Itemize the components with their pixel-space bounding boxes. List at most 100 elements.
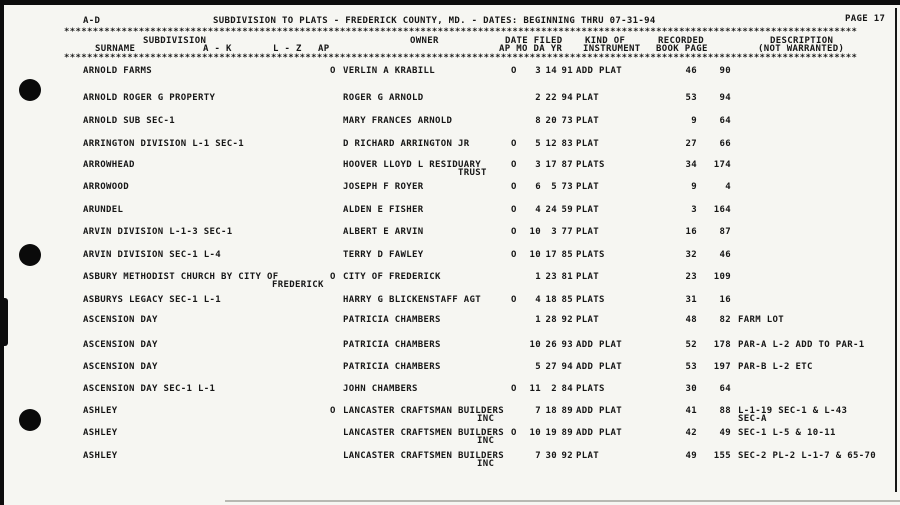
book-cell: 16 — [685, 227, 697, 237]
owner-cell: ALBERT E ARVIN — [343, 227, 424, 237]
instrument-cell: PLAT — [576, 182, 599, 192]
page-cell: 197 — [713, 362, 731, 372]
book-cell: 32 — [685, 250, 697, 260]
day-cell: 3 — [551, 227, 557, 237]
owner-cell: HOOVER LLOYD L RESIDUARY — [343, 160, 481, 170]
table-row: ARROWOOD JOSEPH F ROYER O 6 5 73 PLAT 9 4 — [0, 183, 900, 201]
subdivision-name-cell: ASHLEY — [83, 451, 118, 461]
month-cell: 3 — [535, 66, 541, 76]
subdivision-name-cell: ASHLEY — [83, 406, 118, 416]
day-cell: 14 — [545, 66, 557, 76]
day-cell: 20 — [545, 116, 557, 126]
year-cell: 73 — [561, 182, 573, 192]
instrument-cell: PLATS — [576, 160, 605, 170]
subdivision-name-cell: ARUNDEL — [83, 205, 124, 215]
instrument-cell: ADD PLAT — [576, 340, 622, 350]
table-row: ARNOLD FARMS O VERLIN A KRABILL O 3 14 91 ADD P… — [0, 67, 900, 85]
col-header-subdivision: SUBDIVISION — [143, 36, 207, 46]
col-header-recorded: RECORDED — [658, 36, 704, 46]
book-cell: 49 — [685, 451, 697, 461]
page-cell: 90 — [719, 66, 731, 76]
book-cell: 52 — [685, 340, 697, 350]
page-cell: 4 — [725, 182, 731, 192]
ap-flag-cell: O — [511, 384, 517, 394]
book-cell: 3 — [691, 205, 697, 215]
owner-cell: PATRICIA CHAMBERS — [343, 362, 441, 372]
owner-cell: D RICHARD ARRINGTON JR — [343, 139, 470, 149]
book-cell: 34 — [685, 160, 697, 170]
year-cell: 84 — [561, 384, 573, 394]
year-cell: 92 — [561, 451, 573, 461]
day-cell: 27 — [545, 362, 557, 372]
year-cell: 93 — [561, 340, 573, 350]
instrument-cell: ADD PLAT — [576, 362, 622, 372]
month-cell: 10 — [529, 250, 541, 260]
page-cell: 164 — [713, 205, 731, 215]
book-cell: 31 — [685, 295, 697, 305]
month-cell: 11 — [529, 384, 541, 394]
subdivision-name-cell: ASHLEY — [83, 428, 118, 438]
ap-flag-cell: O — [511, 250, 517, 260]
page-cell: 155 — [713, 451, 731, 461]
owner-cell: VERLIN A KRABILL — [343, 66, 435, 76]
year-cell: 92 — [561, 315, 573, 325]
owner-cell: MARY FRANCES ARNOLD — [343, 116, 453, 126]
description-cell: SEC-2 PL-2 L-1-7 & 65-70 — [738, 451, 876, 461]
owner-cell: PATRICIA CHAMBERS — [343, 315, 441, 325]
instrument-cell: PLATS — [576, 384, 605, 394]
instrument-cell: PLAT — [576, 227, 599, 237]
subdivision-name-cell: ARNOLD FARMS — [83, 66, 152, 76]
separator-line: ****************************************… — [64, 27, 858, 37]
year-cell: 83 — [561, 139, 573, 149]
col-header-a-k: A - K — [203, 44, 232, 54]
owner-cell: ALDEN E FISHER — [343, 205, 424, 215]
subdivision-name-cell: ASCENSION DAY — [83, 315, 158, 325]
day-cell: 17 — [545, 160, 557, 170]
page-cell: 178 — [713, 340, 731, 350]
col-header-l-z: L - Z — [273, 44, 302, 54]
month-cell: 10 — [529, 227, 541, 237]
owner-continuation: INC — [477, 459, 495, 469]
day-cell: 28 — [545, 315, 557, 325]
day-cell: 5 — [551, 182, 557, 192]
section-range-label: A-D — [83, 16, 101, 26]
instrument-cell: PLAT — [576, 205, 599, 215]
subdivision-name-cell: ASBURYS LEGACY SEC-1 L-1 — [83, 295, 221, 305]
instrument-cell: ADD PLAT — [576, 428, 622, 438]
col-header-ap: AP — [318, 44, 330, 54]
page-cell: 66 — [719, 139, 731, 149]
day-cell: 19 — [545, 428, 557, 438]
subdivision-name-cell: ARROWHEAD — [83, 160, 135, 170]
book-cell: 53 — [685, 362, 697, 372]
ap-flag-cell: O — [511, 160, 517, 170]
owner-cell: ROGER G ARNOLD — [343, 93, 424, 103]
owner-cell: TERRY D FAWLEY — [343, 250, 424, 260]
year-cell: 85 — [561, 250, 573, 260]
subdivision-name-cell: ASCENSION DAY — [83, 362, 158, 372]
instrument-cell: PLAT — [576, 93, 599, 103]
month-cell: 5 — [535, 139, 541, 149]
owner-continuation: TRUST — [458, 168, 487, 178]
description-cell: PAR-A L-2 ADD TO PAR-1 — [738, 340, 865, 350]
day-cell: 18 — [545, 406, 557, 416]
page-title: SUBDIVISION TO PLATS - FREDERICK COUNTY,… — [213, 16, 656, 26]
ap-flag-cell: O — [511, 182, 517, 192]
instrument-cell: PLAT — [576, 116, 599, 126]
year-cell: 73 — [561, 116, 573, 126]
subdivision-name-cell: ARRINGTON DIVISION L-1 SEC-1 — [83, 139, 244, 149]
scan-bottom-line — [225, 500, 900, 502]
book-cell: 27 — [685, 139, 697, 149]
instrument-cell: PLATS — [576, 295, 605, 305]
table-row: ASCENSION DAY PATRICIA CHAMBERS 5 27 94 ADD P… — [0, 363, 900, 381]
table-row: ASCENSION DAY SEC-1 L-1 JOHN CHAMBERS O 11 2… — [0, 385, 900, 403]
page-cell: 49 — [719, 428, 731, 438]
table-row: ARUNDEL ALDEN E FISHER O 4 24 59 PLAT 3 164 — [0, 206, 900, 224]
col-header-ap-mo-da-yr: AP MO DA YR — [499, 44, 563, 54]
book-cell: 30 — [685, 384, 697, 394]
page-cell: 16 — [719, 295, 731, 305]
owner-cell: LANCASTER CRAFTSMAN BUILDERS — [343, 406, 504, 416]
table-row: ARROWHEAD HOOVER LLOYD L RESIDUARY O 3 17 87 P… — [0, 161, 900, 179]
col-header-owner: OWNER — [410, 36, 439, 46]
year-cell: 94 — [561, 362, 573, 372]
page-cell: 174 — [713, 160, 731, 170]
